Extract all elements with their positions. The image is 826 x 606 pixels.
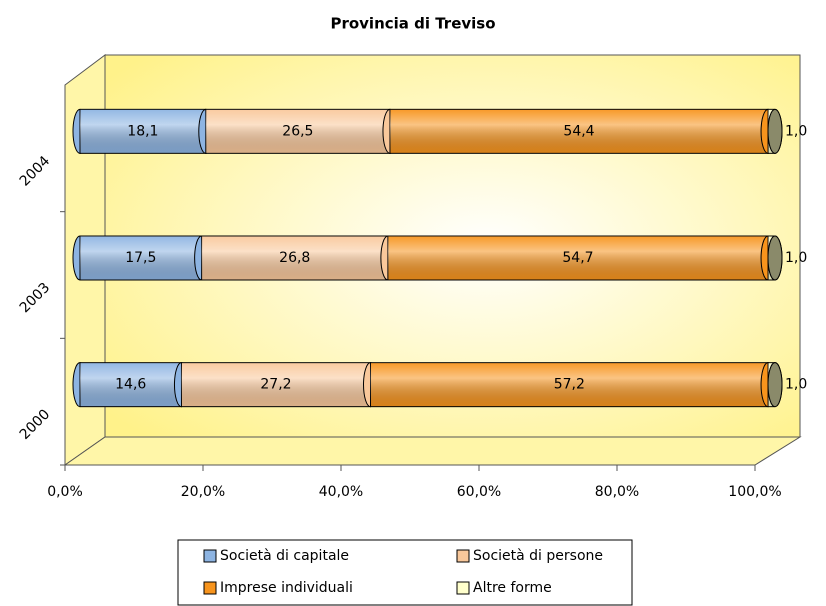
x-tick-label: 60,0%	[457, 484, 501, 500]
data-label: 26,5	[282, 123, 313, 139]
x-tick-label: 0,0%	[47, 484, 83, 500]
legend-label: Società di persone	[473, 548, 603, 564]
y-tick-label: 2000	[17, 406, 54, 443]
x-tick-label: 80,0%	[595, 484, 639, 500]
data-label: 1,0	[785, 250, 807, 266]
data-label: 1,0	[785, 377, 807, 393]
x-tick-label: 20,0%	[181, 484, 225, 500]
legend-swatch	[203, 549, 217, 563]
data-label: 54,7	[562, 250, 593, 266]
floor	[63, 436, 802, 466]
legend-swatch	[456, 581, 470, 595]
bar-shine	[201, 236, 388, 280]
bar-end	[767, 108, 783, 154]
data-label: 1,0	[785, 123, 807, 139]
bar-shine	[80, 236, 202, 280]
legend	[177, 539, 633, 606]
data-label: 14,6	[115, 377, 146, 393]
data-label: 27,2	[260, 377, 291, 393]
legend-swatch	[456, 549, 470, 563]
bar-shine	[370, 362, 769, 407]
bar-shine	[80, 362, 182, 407]
legend-label: Imprese individuali	[220, 580, 353, 596]
bar-shine	[205, 109, 390, 154]
data-label: 26,8	[279, 250, 310, 266]
data-label: 17,5	[125, 250, 156, 266]
legend-label: Altre forme	[473, 580, 552, 596]
legend-swatch	[203, 581, 217, 595]
x-tick-label: 40,0%	[319, 484, 363, 500]
bar-shine	[387, 236, 769, 280]
x-tick-label: 100,0%	[728, 484, 781, 500]
legend-label: Società di capitale	[220, 548, 349, 564]
y-tick-label: 2004	[17, 153, 54, 190]
chart-title: Provincia di Treviso	[330, 15, 495, 33]
y-tick-label: 2003	[17, 280, 54, 317]
data-label: 54,4	[563, 123, 594, 139]
bar-shine	[389, 109, 769, 154]
bar-shine	[181, 362, 371, 407]
data-label: 57,2	[554, 377, 585, 393]
bar-end	[767, 235, 783, 281]
bar-shine	[80, 109, 206, 154]
data-label: 18,1	[127, 123, 158, 139]
bar-end	[767, 362, 783, 408]
